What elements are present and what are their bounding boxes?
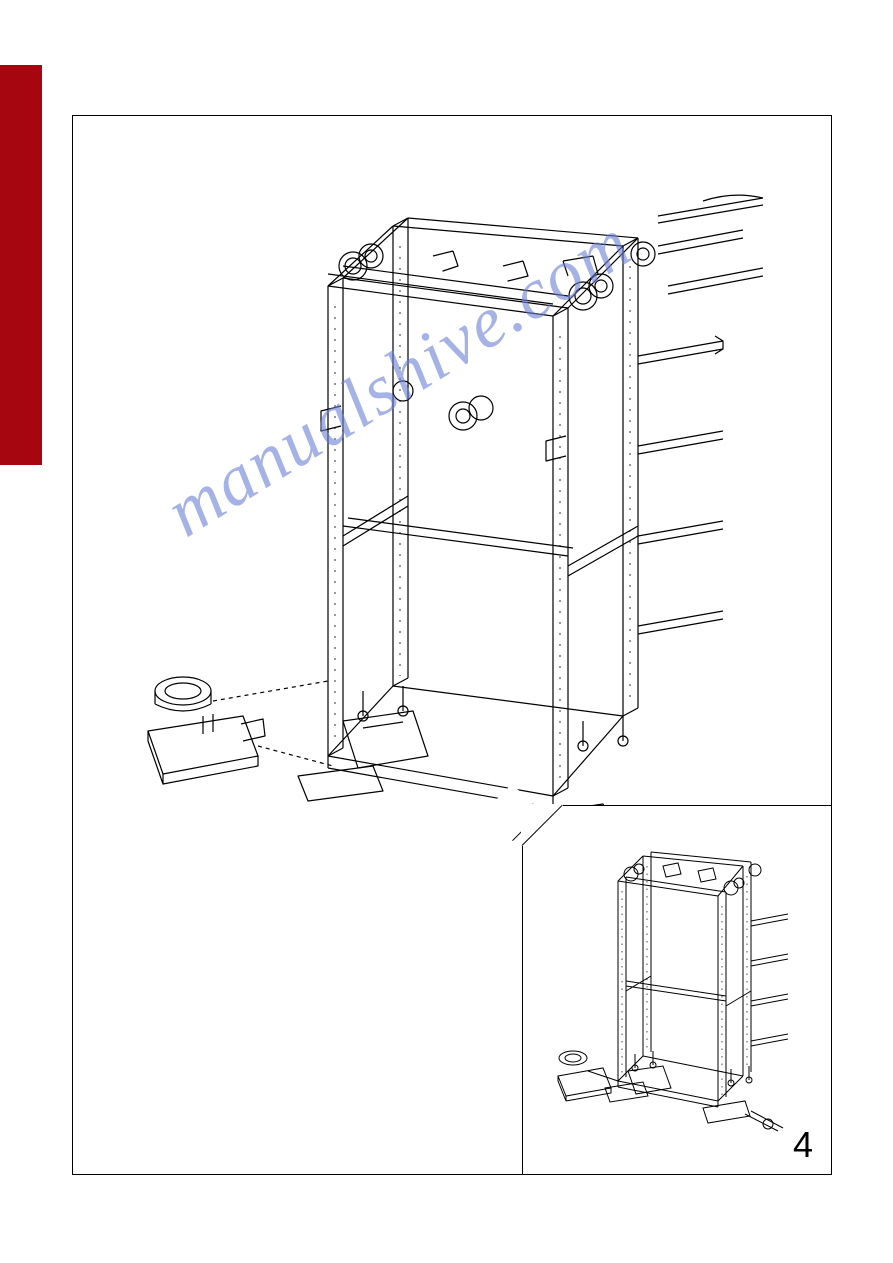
inset-frame: 4 bbox=[522, 805, 832, 1175]
inset-assembled-diagram bbox=[533, 826, 823, 1136]
diagram-frame: manualshive.com bbox=[72, 115, 832, 1175]
side-accent-tab bbox=[0, 65, 42, 465]
step-number: 4 bbox=[793, 1124, 813, 1166]
main-assembly-diagram bbox=[103, 156, 803, 876]
